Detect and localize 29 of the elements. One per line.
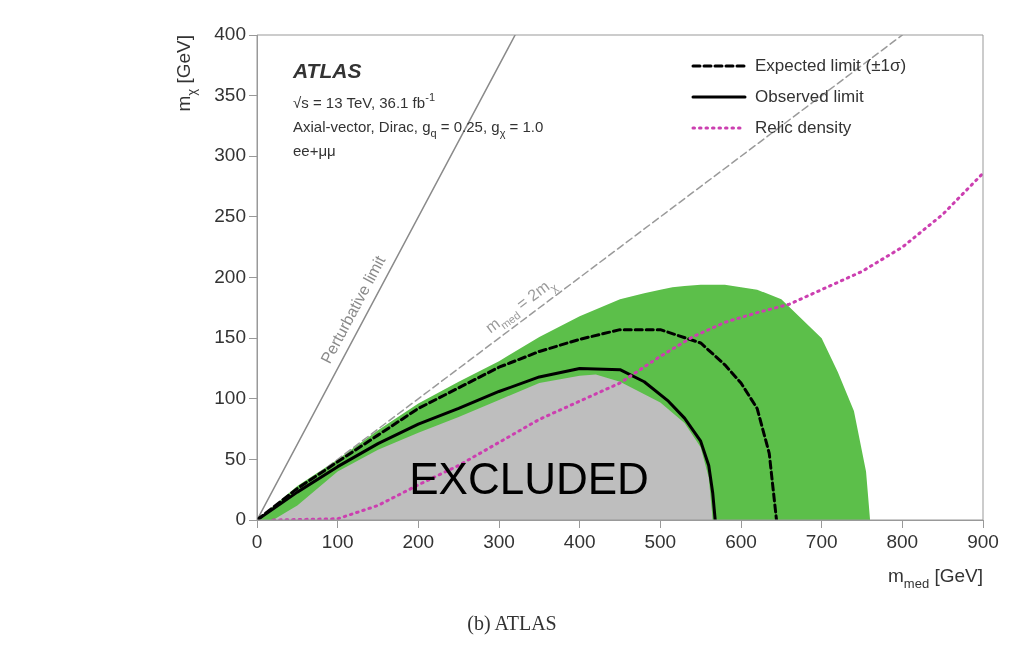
line-series [271,171,983,520]
y-tick-label: 50 [224,447,246,469]
x-tick-label: 600 [725,530,757,552]
annotation: mmed = 2mχ [482,277,560,337]
annotation: ee+μμ [293,142,336,160]
x-tick-label: 800 [886,530,919,552]
y-tick-label: 0 [235,508,246,530]
y-tick-label: 200 [214,265,246,287]
legend-label: Relic density [755,117,852,137]
x-tick-label: 0 [251,530,263,552]
x-tick-label: 700 [805,530,838,552]
x-tick-label: 200 [402,530,435,552]
annotation: ATLAS [292,58,362,82]
x-tick-label: 900 [967,530,999,552]
y-tick-label: 150 [214,326,246,348]
annotation: EXCLUDED [409,454,649,504]
text: (b) ATLAS [466,612,558,635]
y-tick-label: 300 [214,144,246,166]
y-tick-label: 350 [214,83,246,105]
y-tick-label: 400 [214,23,246,45]
x-tick-label: 400 [563,530,596,552]
x-tick-label: 500 [644,530,677,552]
y-tick-label: 100 [214,386,246,408]
x-tick-label: 100 [321,530,354,552]
x-tick-label: 300 [483,530,515,552]
y-axis-title: mχ [GeV] [173,35,200,112]
legend-label: Expected limit (±1σ) [755,55,907,75]
y-tick-label: 250 [214,205,246,227]
legend-label: Observed limit [755,86,864,106]
